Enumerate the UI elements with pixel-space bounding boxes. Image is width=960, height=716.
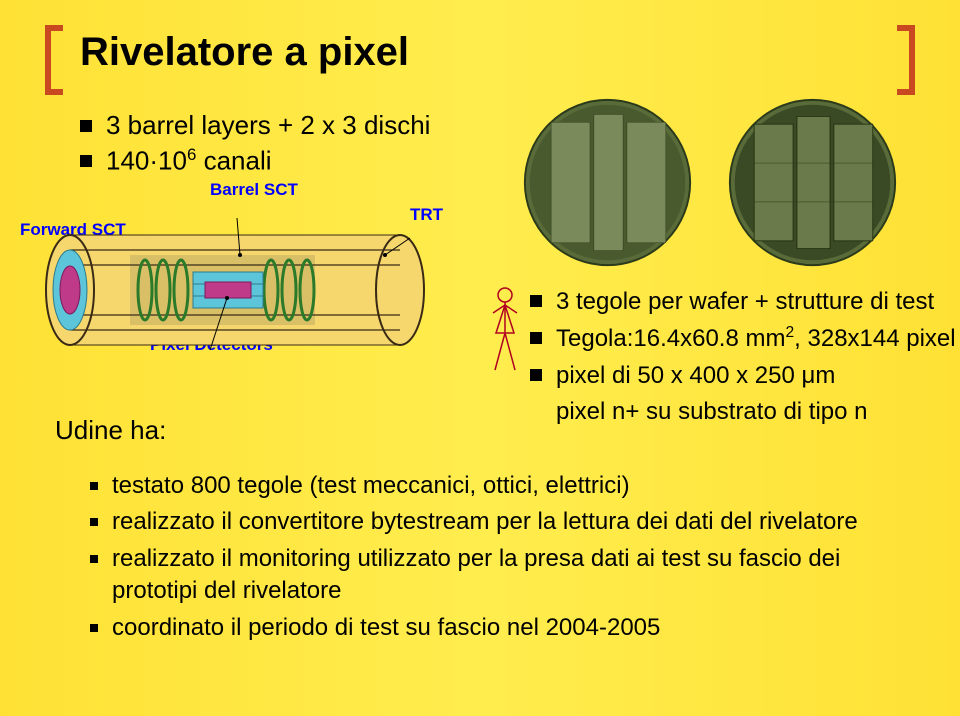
subtitle-line-1: 3 barrel layers + 2 x 3 dischi xyxy=(80,110,430,141)
bullet-icon xyxy=(90,482,98,490)
subtitle-2-text: 140·106 canali xyxy=(106,145,272,177)
bullet-icon xyxy=(530,295,542,307)
bullet-icon xyxy=(90,555,98,563)
bullet-icon xyxy=(80,120,92,132)
detector-diagram: Forward SCT Barrel SCT TRT Pixel Detecto… xyxy=(20,180,490,410)
bullet-icon xyxy=(530,369,542,381)
subtitle-1-text: 3 barrel layers + 2 x 3 dischi xyxy=(106,110,430,141)
bottom-bullet-4: coordinato il periodo di test su fascio … xyxy=(112,612,910,644)
bullet-icon xyxy=(90,624,98,632)
bullet-icon xyxy=(530,332,542,344)
title-bracket-right xyxy=(897,25,915,95)
bullet-icon xyxy=(80,155,92,167)
right-bullet-1: 3 tegole per wafer + strutture di test xyxy=(556,285,934,320)
right-bullet-4: pixel n+ su substrato di tipo n xyxy=(556,395,868,430)
subtitle-line-2: 140·106 canali xyxy=(80,145,272,177)
bottom-bullet-1: testato 800 tegole (test meccanici, otti… xyxy=(112,470,910,502)
title-bracket-left xyxy=(45,25,63,95)
bottom-bullet-list: testato 800 tegole (test meccanici, otti… xyxy=(90,470,910,648)
right-bullet-3: pixel di 50 x 400 x 250 μm xyxy=(556,359,835,394)
right-bullet-list: 3 tegole per wafer + strutture di test T… xyxy=(530,285,956,432)
wafer-images xyxy=(500,95,920,270)
wafer-right-icon xyxy=(715,95,910,270)
bottom-bullet-2: realizzato il convertitore bytestream pe… xyxy=(112,506,910,538)
detector-cylinder-icon xyxy=(15,200,485,400)
bullet-icon xyxy=(90,518,98,526)
slide-title: Rivelatore a pixel xyxy=(80,30,409,75)
wafer-left-icon xyxy=(510,95,705,270)
label-barrel-sct: Barrel SCT xyxy=(210,180,298,200)
right-bullet-2: Tegola:16.4x60.8 mm2, 328x144 pixel xyxy=(556,322,956,357)
person-icon xyxy=(485,285,525,380)
udine-label: Udine ha: xyxy=(55,415,166,446)
bottom-bullet-3: realizzato il monitoring utilizzato per … xyxy=(112,543,910,608)
